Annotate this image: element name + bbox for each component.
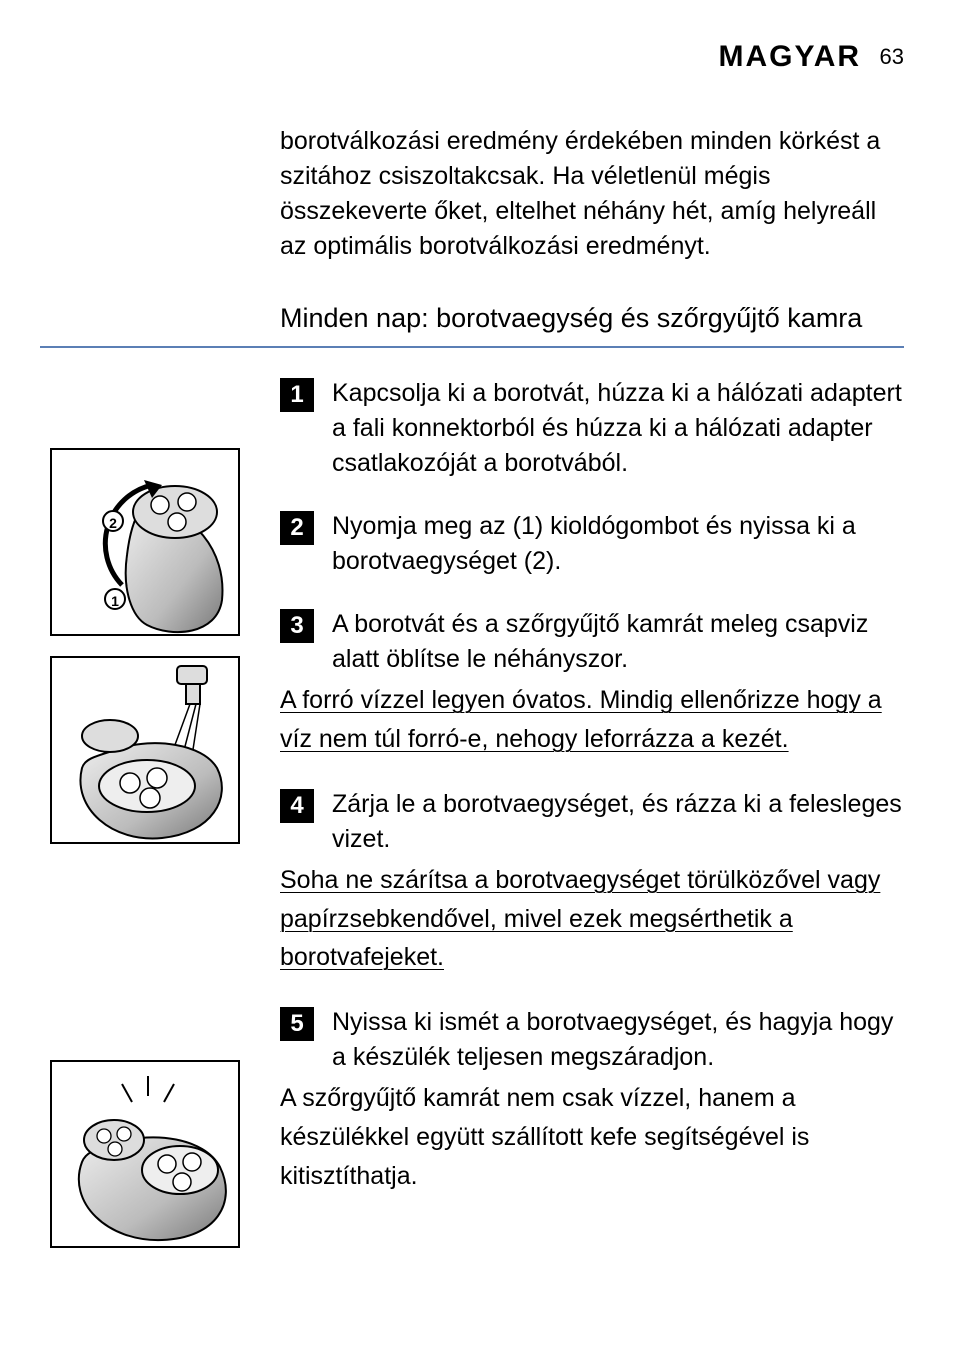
step-5: 5 Nyissa ki ismét a borotvaegységet, és … <box>280 1005 904 1195</box>
step-4: 4 Zárja le a borotvaegységet, és rázza k… <box>280 787 904 977</box>
step-1: 1 Kapcsolja ki a borotvát, húzza ki a há… <box>280 376 904 481</box>
figure-rinse-shaver <box>50 656 240 844</box>
figure-callout-1: 1 <box>104 588 126 610</box>
page-number: 63 <box>880 44 904 69</box>
language-label: MAGYAR <box>718 40 861 73</box>
content-area: borotválkozási eredmény érdekében minden… <box>280 124 904 1195</box>
figure-dry-shaver <box>50 1060 240 1248</box>
step-number: 5 <box>280 1007 314 1041</box>
step-warning-note: Soha ne szárítsa a borotvaegységet törül… <box>280 861 904 977</box>
step-text: A borotvát és a szőrgyűjtő kamrát meleg … <box>332 607 904 677</box>
shaver-open-illustration-icon <box>52 450 242 638</box>
step-warning-note: A forró vízzel legyen óvatos. Mindig ell… <box>280 681 904 759</box>
heading-rule <box>40 346 904 348</box>
step-2: 2 Nyomja meg az (1) kioldógombot és nyis… <box>280 509 904 579</box>
step-number: 2 <box>280 511 314 545</box>
figure-open-shaver: 1 2 <box>50 448 240 636</box>
step-text: Nyissa ki ismét a borotvaegységet, és ha… <box>332 1005 904 1075</box>
step-text: Kapcsolja ki a borotvát, húzza ki a háló… <box>332 376 904 481</box>
shaver-dry-illustration-icon <box>52 1062 242 1250</box>
page-header: MAGYAR 63 <box>40 40 914 74</box>
figure-callout-2: 2 <box>102 510 124 532</box>
section-heading: Minden nap: borotvaegység és szőrgyűjtő … <box>280 300 904 336</box>
shaver-rinse-illustration-icon <box>52 658 242 846</box>
step-number: 3 <box>280 609 314 643</box>
step-plain-note: A szőrgyűjtő kamrát nem csak vízzel, han… <box>280 1079 904 1195</box>
intro-paragraph: borotválkozási eredmény érdekében minden… <box>280 124 904 264</box>
step-text: Zárja le a borotvaegységet, és rázza ki … <box>332 787 904 857</box>
step-number: 4 <box>280 789 314 823</box>
step-number: 1 <box>280 378 314 412</box>
step-text: Nyomja meg az (1) kioldógombot és nyissa… <box>332 509 904 579</box>
step-3: 3 A borotvát és a szőrgyűjtő kamrát mele… <box>280 607 904 759</box>
